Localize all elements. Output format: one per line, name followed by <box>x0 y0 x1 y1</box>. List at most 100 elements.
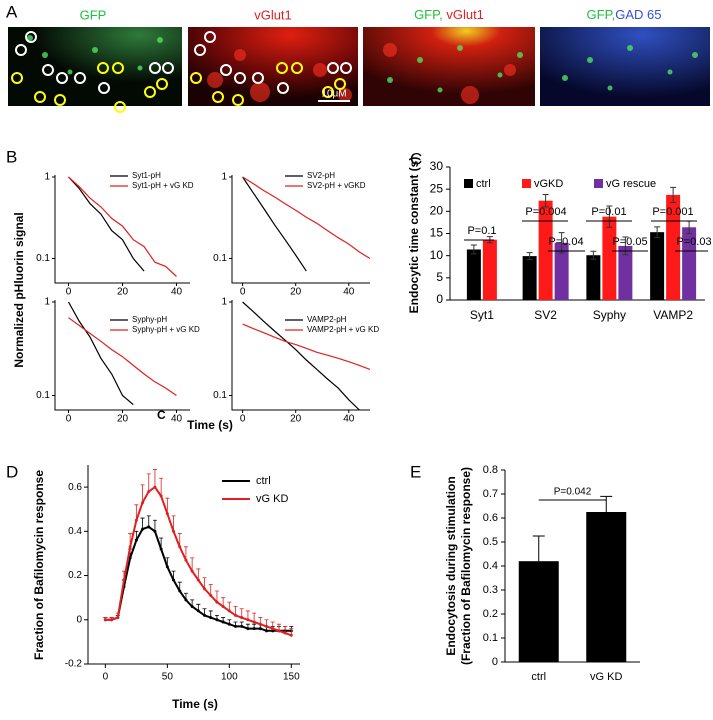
axis-line <box>231 175 370 284</box>
data-point <box>221 605 225 609</box>
data-point <box>252 620 256 624</box>
data-point <box>147 525 151 529</box>
data-point <box>265 629 269 633</box>
data-point <box>153 485 157 489</box>
y-tick-label: 0 <box>492 656 498 668</box>
error-bar <box>146 473 151 492</box>
image-title: vGlut1 <box>254 7 292 22</box>
data-point <box>246 627 250 631</box>
axis-line <box>231 300 370 411</box>
legend-label: Syphy-pH + vG KD <box>132 325 200 334</box>
error-bar <box>159 477 164 496</box>
data-point <box>122 578 126 582</box>
data-point <box>203 613 207 617</box>
data-point <box>209 593 213 597</box>
data-point <box>141 527 145 531</box>
bar <box>482 239 497 300</box>
data-line <box>68 176 145 272</box>
annotation: C <box>157 408 166 422</box>
data-line <box>242 176 307 272</box>
data-point <box>246 618 250 622</box>
y-tick-label: 0.1 <box>483 632 498 644</box>
y-tick-label: 0.6 <box>483 512 498 524</box>
data-point <box>172 529 176 533</box>
x-tick-label: 100 <box>221 672 238 683</box>
y-tick-label: 0.7 <box>483 488 498 500</box>
x-tick-label: 0 <box>240 287 246 298</box>
p-value: P=0.004 <box>525 206 566 218</box>
x-tick-label: 40 <box>171 414 183 425</box>
legend-label: Syt1-pH + vG KD <box>132 181 194 190</box>
x-tick-label: VAMP2 <box>653 308 693 322</box>
legend-label: Syt1-pH <box>132 171 161 180</box>
y-tick-label: 0.2 <box>68 570 82 581</box>
legend-swatch <box>522 179 531 188</box>
data-point <box>147 490 151 494</box>
data-point <box>128 556 132 560</box>
bar <box>650 232 665 300</box>
axis-line <box>54 300 190 411</box>
data-point <box>258 627 262 631</box>
y-tick-label: 10 <box>430 248 444 262</box>
y-tick-label: 0.1 <box>213 253 227 264</box>
data-line <box>67 301 134 406</box>
error-bar <box>470 244 477 255</box>
y-tick-label: 0.3 <box>483 584 498 596</box>
y-tick-label: 25 <box>430 181 444 195</box>
bar <box>602 216 617 300</box>
legend-label: vG rescue <box>606 178 656 190</box>
x-tick-label: Syt1 <box>470 308 494 322</box>
legend-swatch <box>464 179 473 188</box>
y-tick-label: 0.2 <box>483 608 498 620</box>
data-point <box>110 618 114 622</box>
panel-label: D <box>6 462 18 481</box>
y-tick-label: 1 <box>221 297 227 308</box>
x-tick-label: vG KD <box>590 671 622 683</box>
image-panel: 10μM GFP vGlut1 GFP, vGlut1 GFP,GAD 65 <box>8 7 710 113</box>
data-point <box>103 618 107 622</box>
y-tick-label: 0.4 <box>483 560 498 572</box>
data-point <box>277 629 281 633</box>
data-point <box>128 545 132 549</box>
panel-label: B <box>6 147 17 166</box>
y-tick-label: 0.6 <box>68 482 82 493</box>
data-point <box>289 633 293 637</box>
error-bar <box>152 469 157 488</box>
roi-circles <box>11 31 352 113</box>
micrograph <box>540 27 710 106</box>
axis-line <box>54 175 190 284</box>
p-value: P=0.1 <box>467 225 496 237</box>
bar <box>538 200 553 300</box>
scale-bar-label: 10μM <box>321 89 346 100</box>
title-part: GFP, <box>414 7 446 22</box>
data-point <box>203 587 207 591</box>
y-axis-label: Endocytic time constant (s) <box>407 157 421 314</box>
data-point <box>227 609 231 613</box>
error-bar <box>654 226 661 238</box>
data-point <box>134 538 138 542</box>
x-tick-label: SV2 <box>534 308 557 322</box>
bar <box>554 242 569 300</box>
data-point <box>196 578 200 582</box>
x-tick-label: 20 <box>290 287 302 298</box>
x-tick-label: 20 <box>290 414 302 425</box>
data-point <box>240 616 244 620</box>
data-point <box>159 494 163 498</box>
title-part: vGlut1 <box>446 7 484 22</box>
error-bar <box>152 519 157 532</box>
legend-swatch <box>594 179 603 188</box>
y-axis-label: Fraction of Bafilomycin response <box>32 470 46 660</box>
x-tick-label: 0 <box>66 287 72 298</box>
x-tick-label: ctrl <box>531 671 546 683</box>
error-bar <box>190 557 195 572</box>
error-bar <box>214 590 219 603</box>
y-tick-label: 1 <box>221 172 227 183</box>
panel-label: C <box>410 149 422 168</box>
data-point <box>159 547 163 551</box>
error-bar <box>526 252 533 261</box>
data-point <box>172 578 176 582</box>
data-point <box>209 616 213 620</box>
y-tick-label: -0.2 <box>65 659 83 670</box>
x-tick-label: 40 <box>171 287 183 298</box>
